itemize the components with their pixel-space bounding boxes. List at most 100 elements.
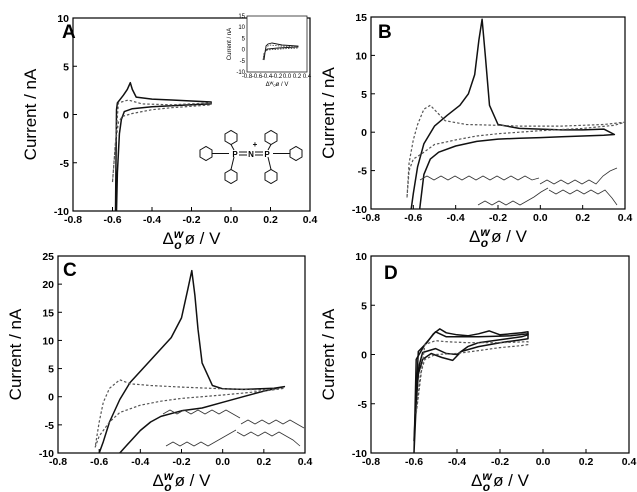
charge-sign: + (253, 140, 258, 149)
inset-x-tick-label: 0.4 (303, 74, 312, 80)
panel-a: -0.8 -0.6 -0.4 -0.2 0.0 0.2 0.41050-5-10ACurre… (21, 13, 317, 252)
x-tick-label: -0.8 (362, 212, 380, 224)
inset-xlabel: Δᵂₒø / V (266, 81, 289, 88)
y-tick-label: -10 (39, 448, 54, 460)
inset-x-tick-label: 0.2 (293, 74, 302, 80)
inset-xticks: -0.8 -0.6 -0.4 -0.2 0.0 0.2 0.4 (242, 74, 312, 80)
x-tick-label: -0.8 (49, 456, 67, 468)
x-tick-label: 0.0 (533, 212, 548, 224)
x-tick-label: -0.8 (64, 214, 82, 226)
inset-y-tick-label: 5 (242, 36, 246, 42)
alkyl-chain (162, 409, 241, 419)
x-tick-label: -0.2 (182, 214, 200, 226)
y-tick-label: -10 (352, 448, 367, 460)
inset-ylabel: Current / nA (227, 28, 233, 60)
phenyl-ring-top-left (224, 129, 238, 146)
atom-p-left: P (232, 150, 238, 159)
series-solid-0 (98, 269, 286, 453)
bond (267, 156, 272, 170)
y-axis-title: Current / nA (319, 67, 338, 159)
x-tick-label: -0.6 (405, 456, 423, 468)
y-tick-label: 10 (57, 13, 69, 25)
x-tick-label: -0.2 (489, 212, 507, 224)
bond (230, 156, 235, 170)
series-dotted-1 (406, 104, 625, 198)
alkyl-chain (539, 167, 618, 185)
panels: -0.8 -0.6 -0.4 -0.2 0.0 0.2 0.41050-5-10ACurre… (6, 12, 636, 492)
phenyl-ring-bottom-right (264, 168, 278, 185)
series-solid-0 (413, 328, 529, 442)
x-tick-label: -0.4 (143, 214, 161, 226)
inset-solid-curve (263, 42, 299, 61)
inset-x-tick-label: 0.0 (283, 74, 292, 80)
series-dotted-2 (415, 340, 529, 414)
inset-y-tick-label: -10 (236, 70, 245, 76)
y-tick-label: -5 (45, 420, 54, 432)
x-tick-label: -0.2 (491, 456, 509, 468)
panel-letter: B (378, 22, 392, 43)
y-axis-title: Current / nA (6, 308, 25, 400)
x-tick-label: -0.6 (404, 212, 422, 224)
x-axis-title: Δw o ø / V (469, 225, 528, 250)
x-tick-label: -0.6 (103, 214, 121, 226)
y-tick-label: -10 (54, 206, 69, 218)
x-tick-label: 0.4 (618, 212, 633, 224)
series-dotted-1 (111, 99, 212, 183)
y-tick-label: 25 (42, 251, 54, 263)
x-axis-title: Δw o ø / V (163, 227, 222, 252)
panel-d: -0.8 -0.6 -0.4 -0.2 0.0 0.2 0.4 10 5 0 -5 -10 D Curre… (319, 251, 636, 492)
x-tick-label: 0.4 (303, 214, 318, 226)
alkyl-chain (548, 189, 618, 206)
x-axis-title: Δw o ø / V (471, 469, 530, 492)
plot-frame (370, 16, 626, 210)
series-solid-0 (114, 81, 212, 211)
y-tick-label: 0 (361, 350, 367, 362)
inset-x-tick-label: -0.4 (262, 74, 273, 80)
x-tick-label: -0.8 (362, 456, 380, 468)
y-tick-label: 10 (42, 335, 54, 347)
plot-frame (370, 255, 630, 454)
x-tick-label: 0.0 (215, 456, 230, 468)
atom-n: N (248, 150, 254, 159)
y-axis-title: Current / nA (21, 68, 40, 160)
x-tick-label: -0.4 (447, 212, 465, 224)
x-tick-label: 0.2 (579, 456, 594, 468)
inset-y-tick-label: 15 (238, 14, 245, 20)
series-solid-1 (413, 331, 529, 453)
series-solid-0 (410, 18, 616, 209)
inset-y-tick-label: -5 (240, 59, 246, 65)
y-tick-label: -10 (352, 204, 367, 216)
inset-yticks: 15 10 5 0 -5 -10 (236, 14, 245, 76)
y-tick-label: 10 (355, 50, 367, 62)
alkyl-chain (477, 187, 549, 206)
phenyl-ring-top-right (264, 129, 278, 146)
x-tick-label: 0.4 (622, 456, 637, 468)
x-tick-label: 0.0 (224, 214, 239, 226)
inset-y-tick-label: 10 (238, 25, 245, 31)
y-tick-label: 0 (48, 392, 54, 404)
x-tick-label: -0.4 (131, 456, 149, 468)
alkyl-chain (240, 419, 305, 429)
y-tick-label: -5 (358, 399, 367, 411)
phenyl-ring-bottom-left (224, 168, 238, 185)
inset-plot: 15 10 5 0 -5 -10 -0.8 -0.6 -0.4 -0.2 0.0 0.2 0.4 Cu… (227, 14, 312, 88)
panel-letter: D (384, 263, 398, 284)
x-tick-label: 0.4 (298, 456, 313, 468)
x-tick-label: 0.2 (575, 212, 590, 224)
y-tick-label: -5 (358, 166, 367, 178)
x-tick-label: -0.2 (172, 456, 190, 468)
inset-x-tick-label: -0.2 (272, 74, 283, 80)
x-tick-label: -0.4 (448, 456, 466, 468)
y-tick-label: 5 (63, 61, 69, 73)
x-axis-title: Δw o ø / V (153, 469, 212, 492)
phenyl-ring-left (199, 145, 213, 162)
alkyl-chain-drawing-c (162, 409, 305, 447)
atom-p-right: P (264, 150, 270, 159)
alkyl-chain (236, 431, 301, 447)
x-tick-label: 0.2 (263, 214, 278, 226)
inset-y-tick-label: 0 (242, 48, 246, 54)
inset-x-tick-label: -0.8 (242, 74, 253, 80)
panel-letter: A (62, 22, 76, 43)
x-tick-label: 0.2 (257, 456, 272, 468)
